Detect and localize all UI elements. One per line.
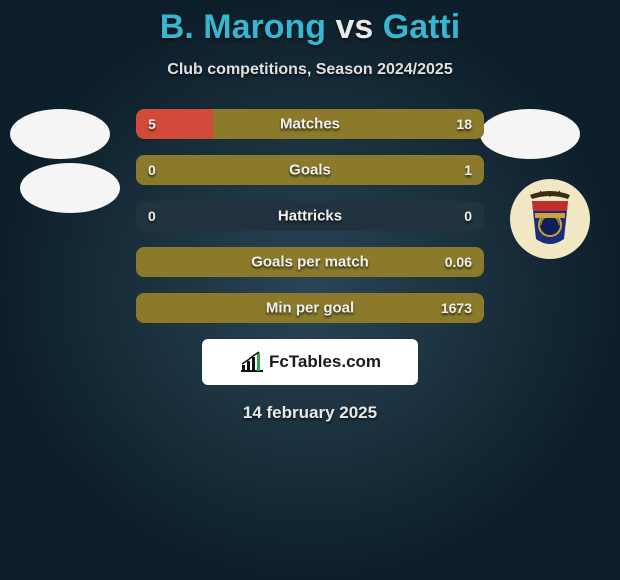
stat-row: Goals per match 0.06 xyxy=(136,247,484,277)
stat-value-right: 18 xyxy=(456,116,472,132)
stat-row: Goals 0 1 xyxy=(136,155,484,185)
player-left-avatar-2 xyxy=(20,163,120,213)
stat-value-right: 1673 xyxy=(441,300,472,316)
stat-row: Min per goal 1673 xyxy=(136,293,484,323)
stat-label: Goals per match xyxy=(251,254,369,271)
brand-badge[interactable]: FcTables.com xyxy=(202,339,418,385)
subtitle: Club competitions, Season 2024/2025 xyxy=(0,61,620,79)
stat-label: Hattricks xyxy=(278,208,342,225)
stat-value-left: 5 xyxy=(148,116,156,132)
stat-value-right: 0.06 xyxy=(445,254,472,270)
stat-row: Matches 5 18 xyxy=(136,109,484,139)
brand-text: FcTables.com xyxy=(269,352,381,372)
bar-chart-icon xyxy=(239,351,265,373)
stat-row: Hattricks 0 0 xyxy=(136,201,484,231)
club-crest-right xyxy=(510,179,590,259)
page-title: B. Marong vs Gatti xyxy=(0,0,620,47)
stat-label: Matches xyxy=(280,116,340,133)
title-right: Gatti xyxy=(383,8,460,46)
player-left-avatar-1 xyxy=(10,109,110,159)
player-right-avatar xyxy=(480,109,580,159)
content-area: Matches 5 18 Goals 0 1 Hattricks 0 0 Goals per ma… xyxy=(0,109,620,423)
stat-bar-right-fill xyxy=(213,109,484,139)
stat-value-left: 0 xyxy=(148,208,156,224)
stat-bars: Matches 5 18 Goals 0 1 Hattricks 0 0 Goals per ma… xyxy=(136,109,484,323)
crest-icon xyxy=(520,189,580,249)
date-text: 14 february 2025 xyxy=(0,403,620,423)
title-vs: vs xyxy=(335,8,373,46)
stat-value-right: 0 xyxy=(464,208,472,224)
title-left: B. Marong xyxy=(160,8,326,46)
stat-value-left: 0 xyxy=(148,162,156,178)
stat-label: Goals xyxy=(289,162,331,179)
stat-label: Min per goal xyxy=(266,300,354,317)
stat-value-right: 1 xyxy=(464,162,472,178)
